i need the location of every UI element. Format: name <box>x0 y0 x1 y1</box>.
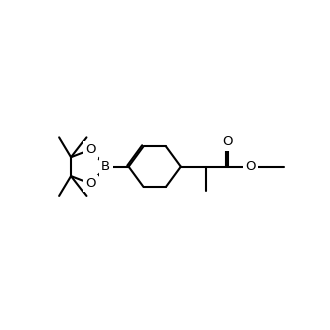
Text: O: O <box>85 143 96 156</box>
Text: B: B <box>101 160 110 173</box>
Text: O: O <box>223 135 233 148</box>
Text: O: O <box>245 160 255 173</box>
Text: O: O <box>85 177 96 190</box>
